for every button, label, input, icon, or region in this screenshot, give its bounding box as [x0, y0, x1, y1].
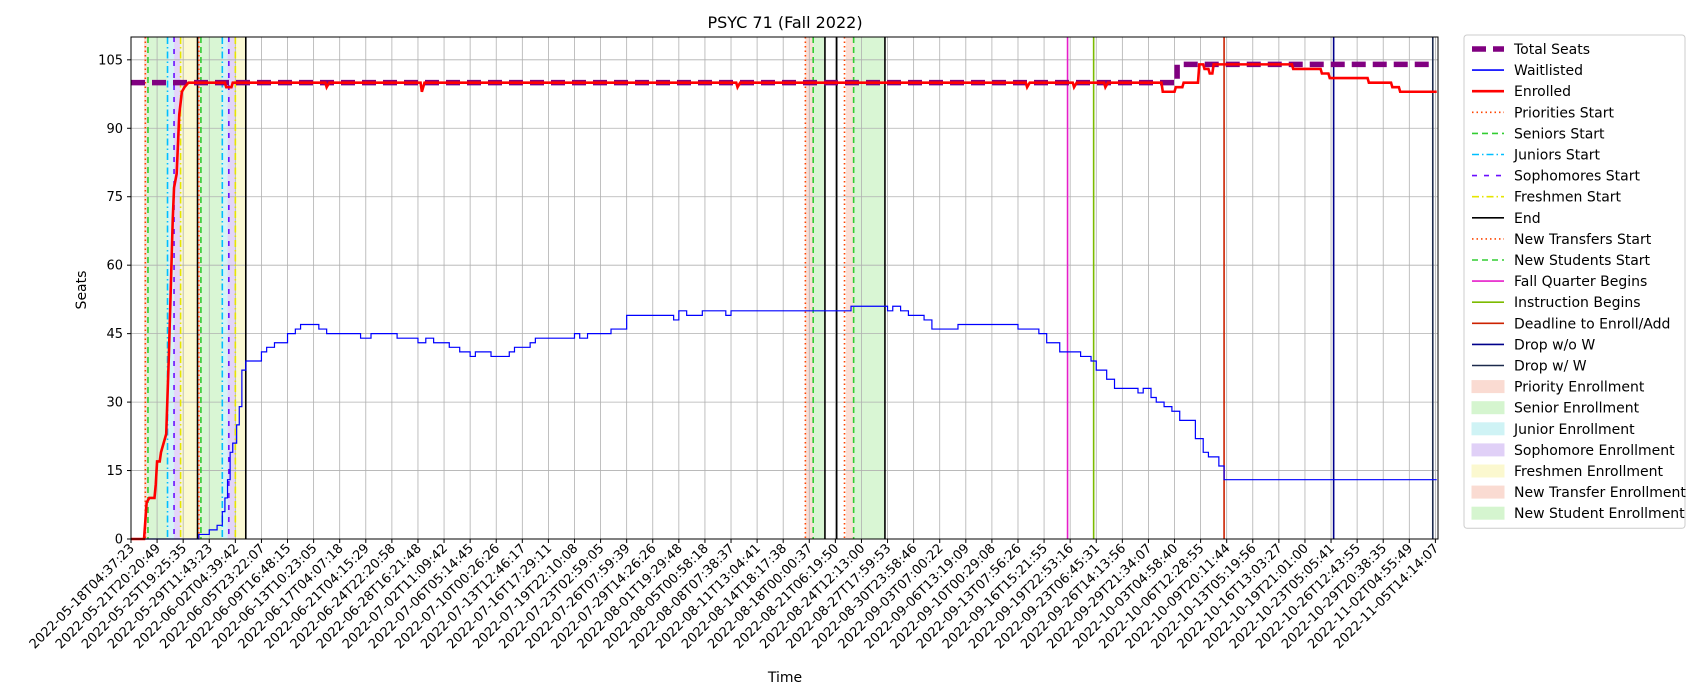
series-line-enrolled: [131, 63, 1437, 541]
legend-swatch: [1471, 443, 1505, 457]
legend-label: New Transfer Enrollment: [1514, 485, 1686, 501]
y-tick-label: 45: [106, 327, 123, 342]
y-tick-label: 0: [115, 533, 123, 548]
legend-label: Drop w/ W: [1514, 359, 1587, 375]
legend-label: Deadline to Enroll/Add: [1514, 316, 1670, 332]
legend-label: Sophomores Start: [1514, 169, 1640, 185]
legend-swatch: [1471, 506, 1505, 520]
legend-label: Enrolled: [1514, 84, 1571, 100]
legend-label: Priorities Start: [1514, 105, 1615, 121]
y-axis-title: Seats: [74, 271, 90, 310]
legend-swatch: [1471, 464, 1505, 478]
shaded-period: [197, 37, 201, 539]
legend-swatch: [1471, 380, 1505, 394]
legend-swatch: [1471, 485, 1505, 499]
shaded-period: [222, 37, 228, 539]
shaded-period: [144, 37, 148, 539]
shaded-period: [853, 37, 885, 539]
legend-swatch: [1471, 401, 1505, 415]
legend-label: End: [1514, 211, 1541, 227]
series-line-total-seats: [131, 61, 1436, 86]
legend-label: Priority Enrollment: [1514, 380, 1645, 396]
legend-label: Freshmen Enrollment: [1514, 464, 1663, 480]
y-tick-label: 90: [106, 122, 123, 137]
shaded-period: [180, 37, 198, 539]
legend-frame: [1463, 34, 1686, 529]
shaded-period: [174, 37, 181, 539]
y-tick-label: 75: [106, 190, 123, 205]
plot-area: 01530456075901052022-05-18T04:37:232022-…: [27, 36, 1442, 652]
shaded-period: [200, 37, 223, 539]
x-axis-title: Time: [767, 670, 802, 686]
y-tick-label: 15: [106, 464, 123, 479]
axes-frame: [130, 36, 1439, 540]
legend-label: Drop w/o W: [1514, 337, 1595, 353]
chart-title: PSYC 71 (Fall 2022): [707, 13, 862, 32]
legend-label: Instruction Begins: [1514, 295, 1641, 311]
legend-label: Fall Quarter Begins: [1514, 274, 1647, 290]
legend-label: Junior Enrollment: [1513, 422, 1635, 438]
legend: Total Seats Waitlisted Enrolled Priorities …: [1463, 34, 1686, 529]
legend-label: Waitlisted: [1514, 63, 1583, 79]
legend-label: Freshmen Start: [1514, 190, 1622, 206]
shaded-period: [845, 37, 854, 539]
legend-label: New Transfers Start: [1514, 232, 1652, 248]
legend-label: Total Seats: [1513, 42, 1590, 58]
legend-label: Juniors Start: [1513, 148, 1601, 164]
legend-label: Seniors Start: [1514, 126, 1605, 142]
shaded-period: [813, 37, 825, 539]
legend-label: New Students Start: [1514, 253, 1651, 269]
legend-swatch: [1471, 422, 1505, 436]
y-tick-label: 60: [106, 259, 123, 274]
series-line-waitlisted: [131, 305, 1437, 540]
y-tick-label: 30: [106, 396, 123, 411]
shaded-period: [235, 37, 246, 539]
shaded-period: [227, 37, 236, 539]
legend-label: Senior Enrollment: [1514, 401, 1640, 417]
legend-label: Sophomore Enrollment: [1514, 443, 1675, 459]
y-tick-label: 105: [98, 53, 123, 68]
legend-label: New Student Enrollment: [1514, 506, 1685, 522]
